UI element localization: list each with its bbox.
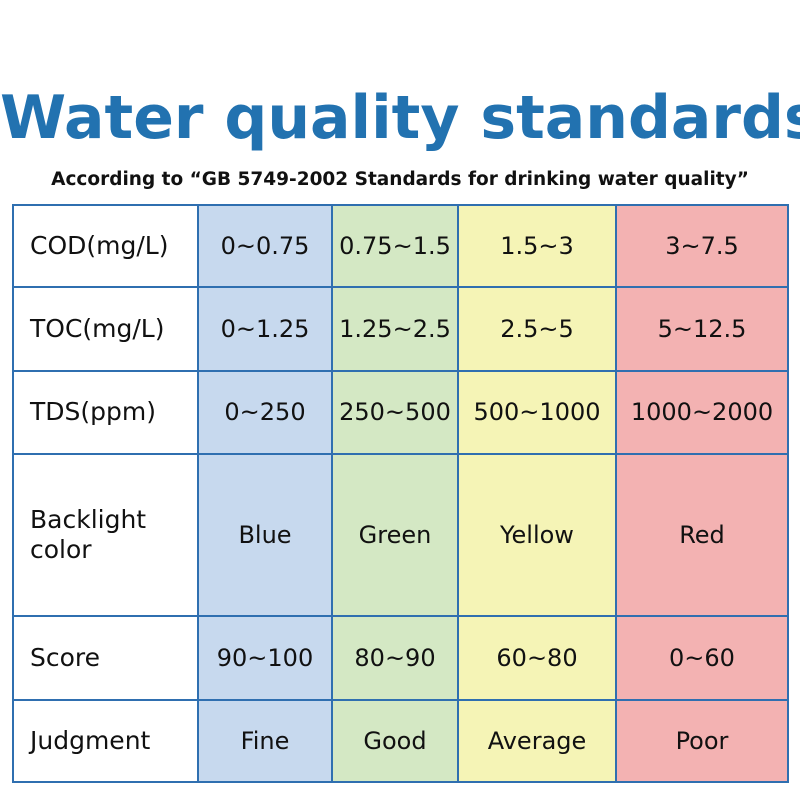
row-label: TOC(mg/L) [14,286,199,372]
table-cell: 1.25~2.5 [331,286,459,372]
table-cell: Good [331,698,459,781]
standards-table: COD(mg/L) 0~0.75 0.75~1.5 1.5~3 3~7.5 TO… [12,204,789,783]
table-cell: 0~60 [615,615,787,701]
table-row-toc: TOC(mg/L) 0~1.25 1.25~2.5 2.5~5 5~12.5 [14,286,787,372]
table-row-tds: TDS(ppm) 0~250 250~500 500~1000 1000~200… [14,369,787,456]
table-cell: 1.5~3 [457,206,617,289]
standards-grid: COD(mg/L) 0~0.75 0.75~1.5 1.5~3 3~7.5 TO… [14,206,787,781]
table-cell: 0.75~1.5 [331,206,459,289]
table-cell: Average [457,698,617,781]
table-cell: 5~12.5 [615,286,787,372]
table-cell: 0~250 [197,369,333,456]
table-cell: Yellow [457,453,617,618]
table-cell: Red [615,453,787,618]
table-cell: 1000~2000 [615,369,787,456]
table-cell: 0~1.25 [197,286,333,372]
table-cell: Green [331,453,459,618]
table-row-cod: COD(mg/L) 0~0.75 0.75~1.5 1.5~3 3~7.5 [14,206,787,289]
row-label: TDS(ppm) [14,369,199,456]
table-cell: 500~1000 [457,369,617,456]
table-row-judgment: Judgment Fine Good Average Poor [14,698,787,781]
table-cell: 0~0.75 [197,206,333,289]
row-label: Backlight color [14,453,199,618]
table-cell: Blue [197,453,333,618]
table-cell: 80~90 [331,615,459,701]
table-cell: 250~500 [331,369,459,456]
table-row-score: Score 90~100 80~90 60~80 0~60 [14,615,787,701]
row-label: Score [14,615,199,701]
row-label: Judgment [14,698,199,781]
row-label: COD(mg/L) [14,206,199,289]
table-cell: 60~80 [457,615,617,701]
table-cell: 3~7.5 [615,206,787,289]
table-row-backlight: Backlight color Blue Green Yellow Red [14,453,787,618]
table-cell: 90~100 [197,615,333,701]
table-cell: Poor [615,698,787,781]
table-cell: Fine [197,698,333,781]
table-cell: 2.5~5 [457,286,617,372]
page-subtitle: According to “GB 5749-2002 Standards for… [51,169,749,190]
page-title: Water quality standards [0,83,800,153]
